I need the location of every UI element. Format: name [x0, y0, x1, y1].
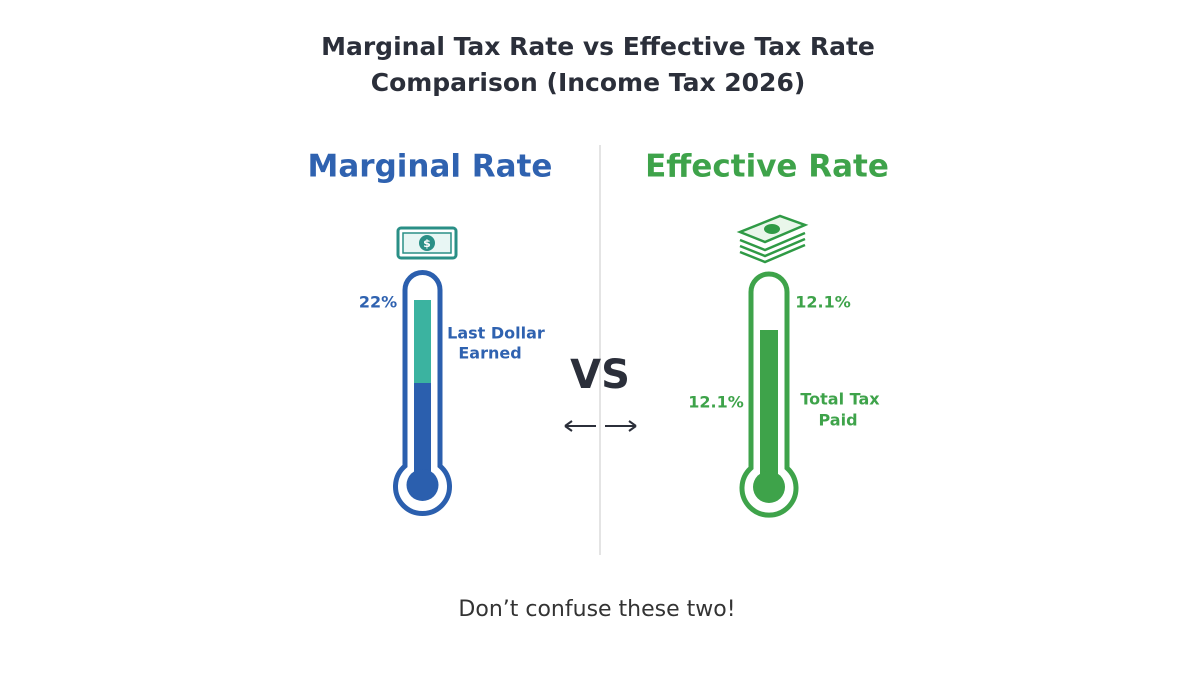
right-thermometer: [739, 271, 799, 518]
left-heading: Marginal Rate: [308, 149, 553, 185]
left-thermometer: [393, 270, 452, 516]
arrows: [564, 420, 637, 432]
left-rate: 22%: [359, 293, 397, 312]
footer: Don’t confuse these two!: [458, 597, 735, 622]
vs-text: VS: [570, 352, 630, 398]
right-rate-side: 12.1%: [688, 393, 744, 412]
title-line: Comparison (Income Tax 2026): [371, 68, 806, 97]
left-label: Last Dollar: [447, 324, 545, 343]
right-label: Total Tax: [800, 390, 880, 409]
left-label: Earned: [458, 344, 521, 363]
bill-icon: $: [396, 226, 458, 260]
right-label: Paid: [818, 411, 857, 430]
right-rate-top: 12.1%: [795, 293, 851, 312]
right-heading: Effective Rate: [645, 149, 889, 185]
title-line: Marginal Tax Rate vs Effective Tax Rate: [321, 32, 875, 61]
money-stack-icon: [736, 214, 809, 264]
svg-text:$: $: [423, 237, 431, 250]
